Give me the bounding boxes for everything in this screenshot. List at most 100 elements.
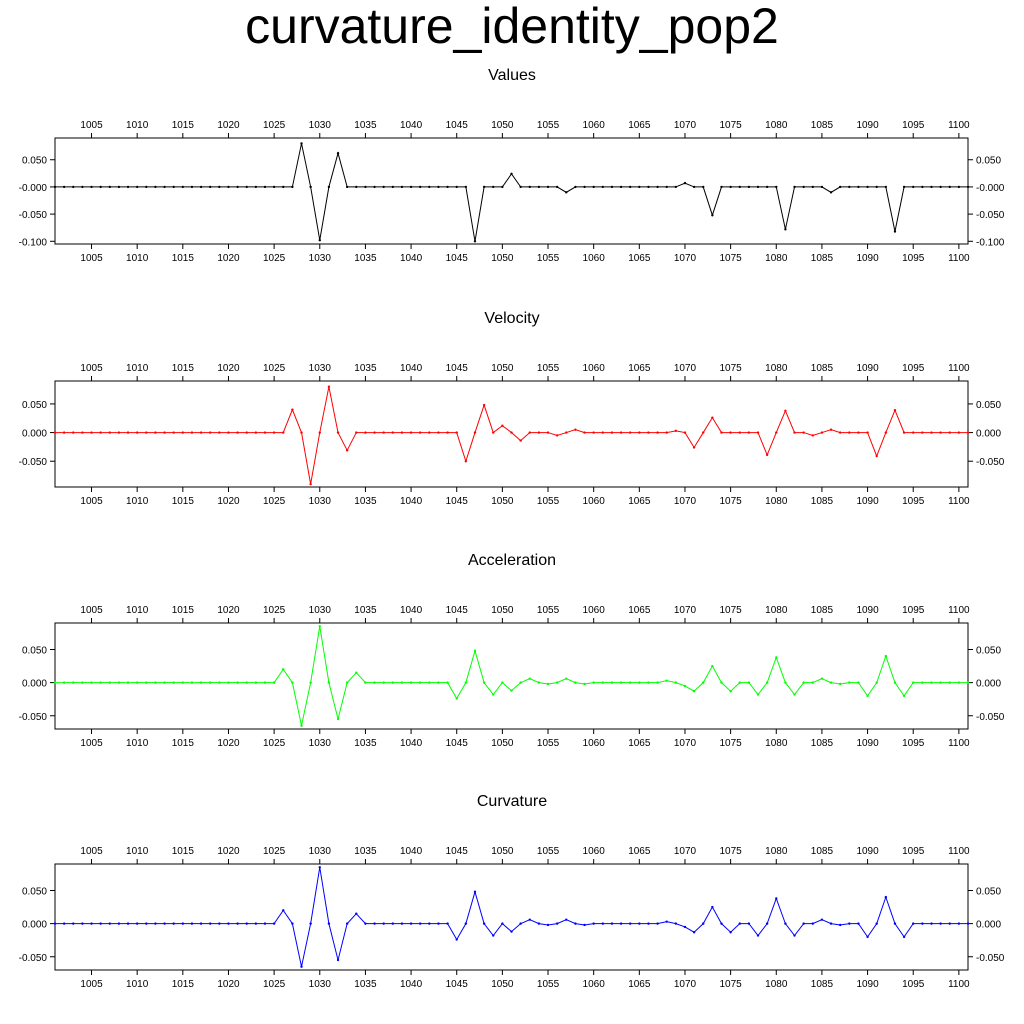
figure-title: curvature_identity_pop2 bbox=[245, 0, 779, 54]
curvature-data-point bbox=[172, 922, 175, 925]
velocity-data-point bbox=[291, 408, 294, 411]
curvature-data-point bbox=[528, 918, 531, 921]
acceleration-data-point bbox=[218, 681, 221, 684]
x-tick-label-top: 1020 bbox=[217, 846, 240, 857]
curvature-data-point bbox=[683, 925, 687, 929]
velocity-data-point bbox=[729, 431, 732, 434]
curvature-data-point bbox=[318, 866, 321, 869]
acceleration-data-point bbox=[482, 681, 486, 684]
values-data-point bbox=[282, 185, 285, 189]
x-tick-label-bottom: 1060 bbox=[583, 979, 606, 990]
x-tick-label-bottom: 1030 bbox=[309, 496, 332, 507]
x-tick-label-bottom: 1040 bbox=[400, 738, 423, 749]
values-data-point bbox=[99, 185, 102, 189]
x-tick-label-bottom: 1085 bbox=[811, 979, 834, 990]
x-tick-label-bottom: 1005 bbox=[80, 979, 103, 990]
acceleration-panel: Acceleration 1005 1005 1010 1010 1015 1015 1020… bbox=[19, 552, 1005, 749]
values-data-point bbox=[628, 185, 632, 189]
acceleration-data-point bbox=[565, 677, 568, 680]
values-data-point bbox=[492, 185, 495, 189]
velocity-data-point bbox=[135, 431, 139, 434]
x-tick-label-top: 1020 bbox=[217, 363, 240, 374]
curvature-data-point bbox=[829, 922, 833, 925]
acceleration-data-point bbox=[318, 625, 321, 628]
velocity-data-point bbox=[154, 431, 157, 434]
curvature-data-point bbox=[674, 922, 678, 925]
x-tick-label-top: 1060 bbox=[583, 363, 606, 374]
acceleration-data-point bbox=[309, 681, 312, 684]
curvature-data-point bbox=[546, 923, 550, 927]
x-tick-label-bottom: 1100 bbox=[948, 253, 970, 264]
velocity-data-point bbox=[336, 431, 340, 434]
chart-panels: Values 1005 1005 1010 1010 1015 1015 1020 1020 10… bbox=[19, 67, 1005, 990]
velocity-data-point bbox=[912, 431, 915, 434]
acceleration-data-point bbox=[930, 681, 933, 684]
x-tick-label-top: 1045 bbox=[446, 363, 469, 374]
values-data-point bbox=[656, 185, 659, 189]
velocity-data-point bbox=[656, 431, 659, 434]
x-tick-label-top: 1070 bbox=[674, 846, 697, 857]
x-tick-label-bottom: 1010 bbox=[126, 496, 149, 507]
x-tick-label-bottom: 1005 bbox=[80, 738, 103, 749]
values-data-point bbox=[117, 185, 121, 189]
acceleration-data-point bbox=[610, 681, 614, 684]
acceleration-data-point bbox=[145, 681, 148, 684]
y-tick-label-right: 0.050 bbox=[976, 646, 1001, 657]
y-tick-label-left: -0.100 bbox=[19, 237, 48, 248]
curvature-data-point bbox=[565, 918, 568, 921]
x-tick-label-top: 1080 bbox=[765, 605, 788, 616]
acceleration-panel-title: Acceleration bbox=[468, 552, 556, 569]
acceleration-data-point bbox=[336, 717, 340, 721]
x-tick-label-top: 1075 bbox=[719, 363, 742, 374]
x-tick-label-bottom: 1070 bbox=[674, 979, 697, 990]
acceleration-data-point bbox=[282, 668, 285, 671]
x-tick-label-top: 1020 bbox=[217, 120, 240, 131]
values-data-point bbox=[647, 185, 650, 189]
values-data-point bbox=[154, 185, 157, 189]
velocity-data-point bbox=[647, 431, 650, 434]
curvature-data-point bbox=[857, 922, 860, 925]
velocity-data-point bbox=[528, 431, 531, 434]
curvature-data-point bbox=[391, 922, 395, 925]
curvature-data-point bbox=[99, 922, 102, 925]
curvature-data-point bbox=[373, 922, 376, 925]
x-tick-label-top: 1065 bbox=[628, 846, 651, 857]
velocity-data-point bbox=[145, 431, 148, 434]
values-data-point bbox=[309, 185, 312, 189]
acceleration-data-point bbox=[546, 682, 550, 686]
curvature-data-point bbox=[619, 922, 623, 925]
acceleration-data-point bbox=[72, 681, 75, 684]
values-data-point bbox=[327, 185, 331, 189]
acceleration-data-point bbox=[537, 681, 541, 684]
velocity-data-point bbox=[574, 428, 577, 431]
x-tick-label-top: 1010 bbox=[126, 120, 149, 131]
acceleration-data-point bbox=[729, 690, 732, 693]
velocity-data-point bbox=[163, 431, 166, 434]
x-tick-label-bottom: 1065 bbox=[628, 979, 651, 990]
curvature-data-point bbox=[765, 922, 769, 925]
velocity-data-point bbox=[601, 431, 604, 434]
curvature-data-point bbox=[163, 922, 166, 925]
x-tick-label-bottom: 1090 bbox=[856, 253, 879, 264]
velocity-data-point bbox=[245, 431, 248, 434]
y-tick-label-right: -0.050 bbox=[976, 953, 1005, 964]
acceleration-data-point bbox=[391, 681, 395, 684]
x-tick-label-top: 1090 bbox=[856, 605, 879, 616]
acceleration-data-point bbox=[345, 681, 349, 684]
x-tick-label-top: 1035 bbox=[354, 605, 377, 616]
curvature-data-point bbox=[428, 922, 431, 925]
velocity-data-point bbox=[419, 431, 422, 434]
velocity-data-point bbox=[793, 431, 796, 434]
values-data-point bbox=[519, 185, 522, 189]
x-tick-label-bottom: 1005 bbox=[80, 253, 103, 264]
velocity-data-point bbox=[282, 431, 285, 434]
y-tick-label-right: 0.000 bbox=[976, 679, 1001, 690]
acceleration-data-point bbox=[884, 654, 888, 658]
velocity-data-point bbox=[565, 431, 568, 434]
values-data-point bbox=[848, 185, 851, 189]
velocity-data-point bbox=[665, 431, 668, 434]
acceleration-data-point bbox=[464, 681, 468, 684]
values-data-point bbox=[163, 185, 166, 189]
velocity-data-point bbox=[765, 453, 769, 457]
